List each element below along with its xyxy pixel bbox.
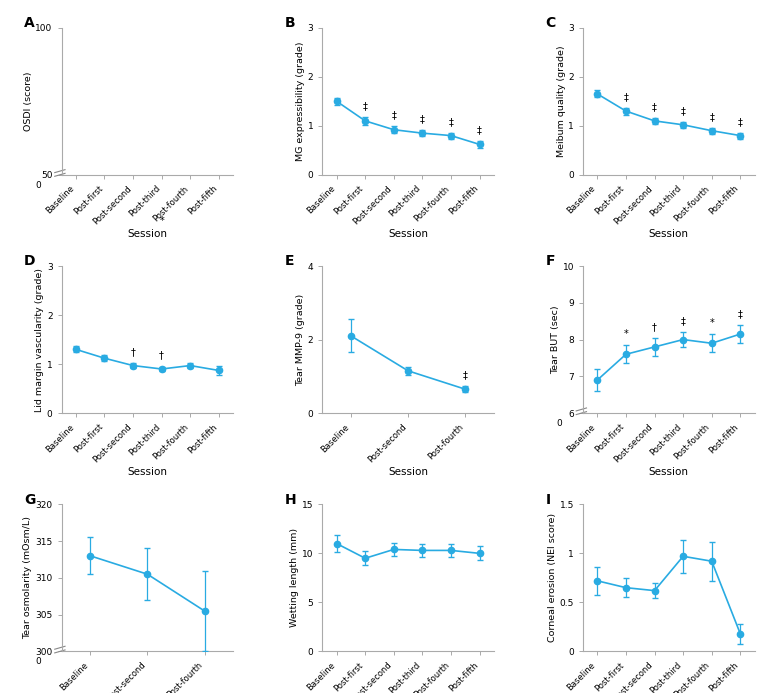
Text: A: A bbox=[24, 16, 35, 30]
Y-axis label: Tear osmolarity (mOsm/L): Tear osmolarity (mOsm/L) bbox=[24, 516, 32, 640]
Text: ‡: ‡ bbox=[738, 309, 743, 319]
Y-axis label: MG expressibility (grade): MG expressibility (grade) bbox=[296, 42, 305, 161]
Text: C: C bbox=[545, 16, 556, 30]
Text: 0: 0 bbox=[557, 419, 562, 428]
Y-axis label: Corneal erosion (NEI score): Corneal erosion (NEI score) bbox=[548, 514, 557, 642]
Text: ‡: ‡ bbox=[420, 114, 425, 124]
Y-axis label: Wetting length (mm): Wetting length (mm) bbox=[290, 528, 299, 627]
Text: †: † bbox=[131, 347, 136, 357]
Text: E: E bbox=[285, 254, 294, 268]
Text: ‡: ‡ bbox=[391, 110, 397, 121]
Y-axis label: Tear BUT (sec): Tear BUT (sec) bbox=[551, 305, 560, 374]
Text: ‡: ‡ bbox=[624, 91, 628, 102]
Text: ‡: ‡ bbox=[449, 116, 454, 127]
Text: ‡: ‡ bbox=[477, 125, 482, 135]
Text: ‡: ‡ bbox=[738, 116, 743, 127]
Text: D: D bbox=[24, 254, 35, 268]
X-axis label: Session: Session bbox=[649, 229, 689, 239]
Text: G: G bbox=[24, 493, 35, 507]
Text: I: I bbox=[545, 493, 551, 507]
X-axis label: Session: Session bbox=[649, 467, 689, 477]
X-axis label: Session: Session bbox=[127, 467, 167, 477]
Text: 0: 0 bbox=[35, 657, 41, 666]
Y-axis label: OSDI (score): OSDI (score) bbox=[24, 71, 32, 131]
Text: ‡: ‡ bbox=[652, 102, 657, 112]
Text: †: † bbox=[159, 351, 164, 360]
X-axis label: Session: Session bbox=[388, 467, 428, 477]
Text: ‡: ‡ bbox=[681, 106, 685, 116]
X-axis label: Session: Session bbox=[388, 229, 428, 239]
Text: *: * bbox=[709, 318, 714, 328]
Text: ‡: ‡ bbox=[463, 370, 467, 380]
X-axis label: Session: Session bbox=[127, 229, 167, 239]
Y-axis label: Lid margin vascularity (grade): Lid margin vascularity (grade) bbox=[35, 267, 44, 412]
Text: B: B bbox=[285, 16, 295, 30]
Y-axis label: Tear MMP-9 (grade): Tear MMP-9 (grade) bbox=[296, 293, 305, 386]
Text: ‡: ‡ bbox=[363, 101, 367, 111]
Text: *: * bbox=[624, 329, 628, 339]
Text: ‡: ‡ bbox=[681, 316, 685, 326]
Y-axis label: Meibum quality (grade): Meibum quality (grade) bbox=[557, 46, 565, 157]
Text: ‡: ‡ bbox=[709, 112, 714, 122]
Text: F: F bbox=[545, 254, 555, 268]
Text: H: H bbox=[285, 493, 296, 507]
Text: 0: 0 bbox=[35, 181, 41, 190]
Text: †: † bbox=[652, 322, 657, 332]
Text: *: * bbox=[159, 216, 164, 227]
